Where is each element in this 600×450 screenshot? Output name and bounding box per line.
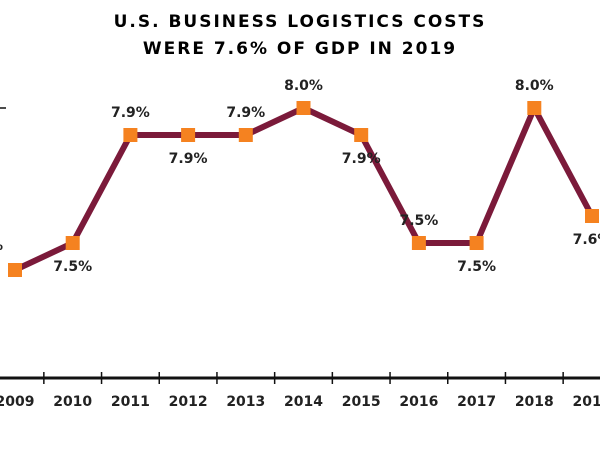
data-point xyxy=(65,236,80,250)
data-label: 7.9% xyxy=(111,105,150,121)
data-label: 7.6% xyxy=(573,232,600,248)
data-point xyxy=(354,128,369,142)
data-point xyxy=(238,128,253,142)
x-tick-label: 2016 xyxy=(399,394,438,410)
chart-title: U.S. BUSINESS LOGISTICS COSTS xyxy=(114,12,487,32)
data-label: 7.9% xyxy=(226,105,265,121)
data-label: 7.9% xyxy=(169,151,208,167)
x-tick-label: 2017 xyxy=(457,394,496,410)
data-label: 7.9% xyxy=(342,151,381,167)
x-tick-label: 2012 xyxy=(169,394,208,410)
x-tick-label: 2009 xyxy=(0,394,34,410)
x-tick-label: 2013 xyxy=(226,394,265,410)
data-point xyxy=(469,236,484,250)
data-point xyxy=(585,209,599,223)
data-point xyxy=(181,128,196,142)
series-line xyxy=(13,105,595,273)
x-tick-label: 2011 xyxy=(111,394,150,410)
x-tick-label: 2018 xyxy=(515,394,554,410)
x-tick-label: 2019 xyxy=(573,394,600,410)
data-point xyxy=(8,263,22,277)
data-point xyxy=(527,101,542,115)
data-label: 7.5% xyxy=(53,259,92,275)
data-point xyxy=(296,101,311,115)
x-tick-label: 2015 xyxy=(342,394,381,410)
x-tick-label: 2014 xyxy=(284,394,323,410)
x-tick-label: 2010 xyxy=(53,394,92,410)
data-label: 8.0% xyxy=(284,78,323,94)
chart-title: WERE 7.6% OF GDP IN 2019 xyxy=(143,39,457,59)
data-label: 8.0% xyxy=(515,78,554,94)
data-point xyxy=(123,128,138,142)
data-label: 7.4% xyxy=(0,238,3,254)
data-label: 7.5% xyxy=(399,213,438,229)
data-label: 7.5% xyxy=(457,259,496,275)
data-point xyxy=(411,236,426,250)
